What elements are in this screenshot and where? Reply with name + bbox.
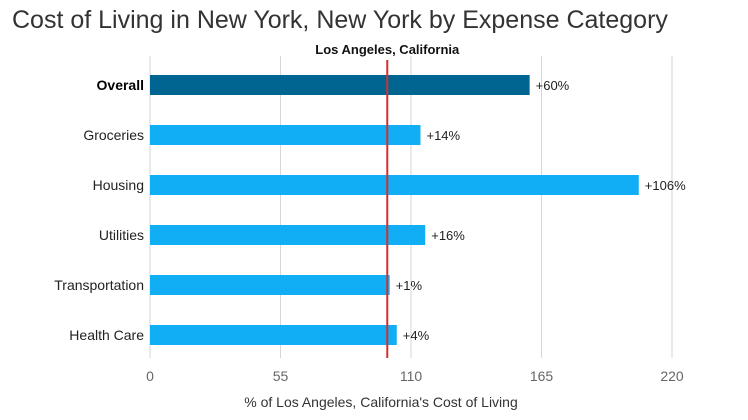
x-tick-label-4: 220 [660, 368, 684, 384]
bar-3 [150, 225, 426, 245]
x-tick-label-2: 110 [400, 368, 423, 384]
value-label-5: +4% [403, 328, 430, 343]
x-tick-label-3: 165 [530, 368, 554, 384]
category-label-1: Groceries [83, 127, 144, 143]
x-axis-title: % of Los Angeles, California's Cost of L… [244, 394, 518, 410]
bars [150, 75, 639, 345]
chart-title: Cost of Living in New York, New York by … [12, 6, 668, 34]
grid-lines [149, 56, 673, 358]
value-label-1: +14% [426, 128, 460, 143]
category-label-3: Utilities [99, 227, 144, 243]
x-tick-label-1: 55 [273, 368, 289, 384]
bar-2 [150, 175, 639, 195]
bar-5 [150, 325, 397, 345]
bar-4 [150, 275, 390, 295]
x-tick-label-0: 0 [146, 368, 154, 384]
category-label-2: Housing [93, 177, 144, 193]
value-label-4: +1% [396, 278, 423, 293]
value-label-2: +106% [645, 178, 686, 193]
category-label-4: Transportation [54, 277, 144, 293]
value-label-3: +16% [431, 228, 465, 243]
reference-label: Los Angeles, California [315, 42, 460, 57]
value-label-0: +60% [536, 78, 570, 93]
labels: 0 55 110 165 220 Overall +60% Groceries +14% Hous… [54, 77, 686, 384]
bar-0 [150, 75, 530, 95]
category-label-0: Overall [97, 77, 144, 93]
bar-1 [150, 125, 421, 145]
category-label-5: Health Care [69, 327, 144, 343]
